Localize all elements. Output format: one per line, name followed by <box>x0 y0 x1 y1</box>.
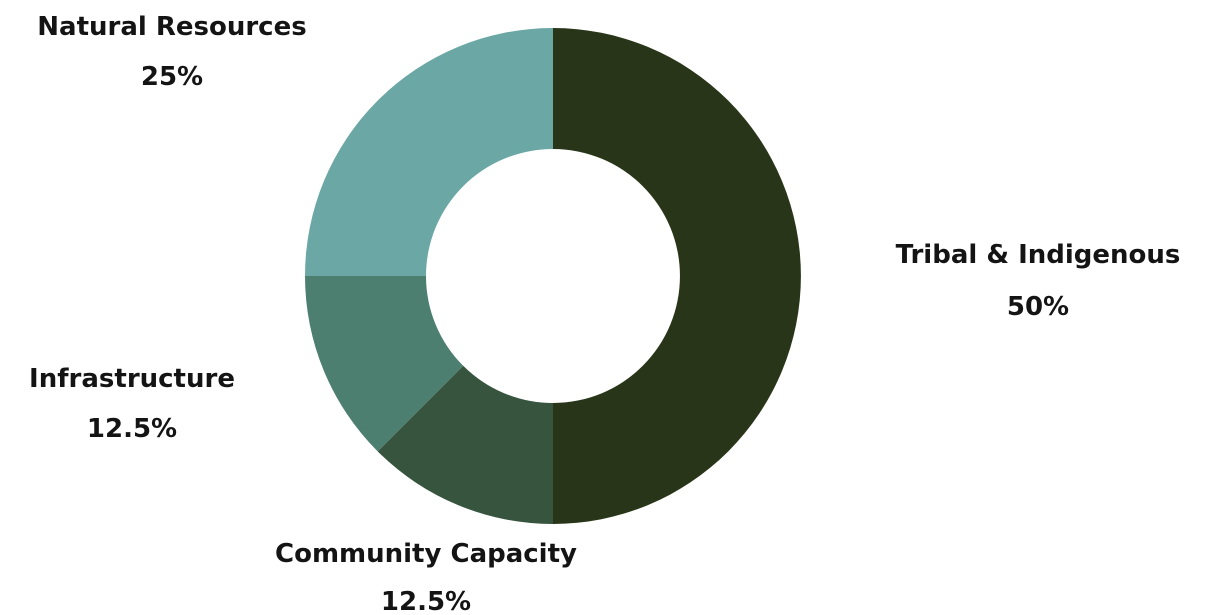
slice-labels: Tribal & Indigenous 50% Community Capacity… <box>29 12 1180 615</box>
slice-value-label: 25% <box>141 62 203 92</box>
slice-label: Natural Resources <box>37 12 306 42</box>
slice-label: Infrastructure <box>29 364 235 394</box>
slice-value-label: 50% <box>1007 292 1069 322</box>
donut-slices <box>305 28 801 524</box>
slice-label: Community Capacity <box>275 539 577 569</box>
slice-tribal-indigenous <box>553 28 801 524</box>
slice-natural-resources <box>305 28 553 276</box>
slice-infrastructure <box>305 276 464 452</box>
slice-community-capacity <box>377 365 553 524</box>
slice-value-label: 12.5% <box>381 587 471 615</box>
slice-label: Tribal & Indigenous <box>896 240 1181 270</box>
slice-value-label: 12.5% <box>87 414 177 444</box>
